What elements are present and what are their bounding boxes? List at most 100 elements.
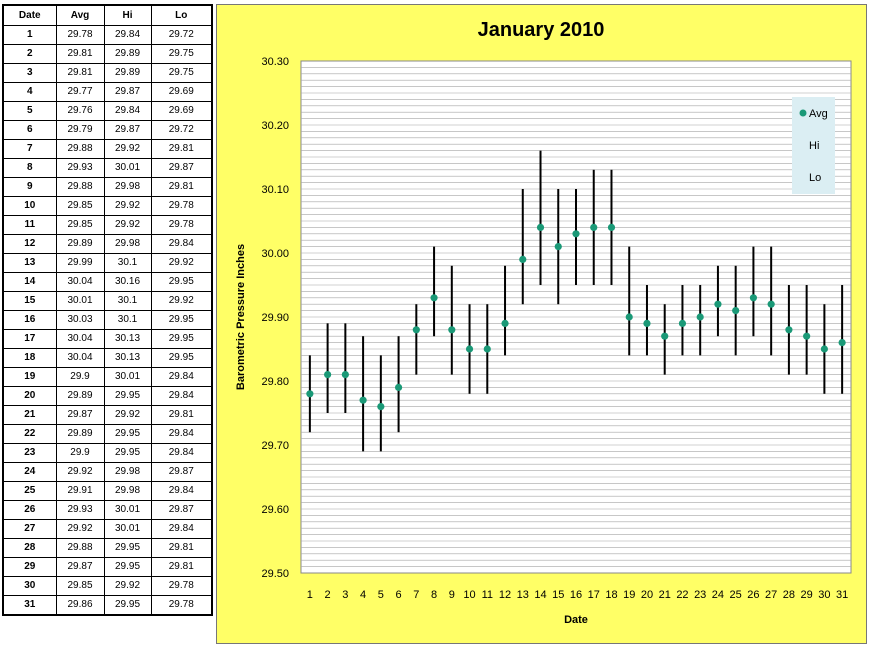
cell-avg: 29.89 (55, 386, 105, 406)
cell-avg: 29.85 (55, 215, 105, 235)
cell-hi: 29.92 (103, 139, 152, 159)
cell-date: 30 (2, 576, 57, 596)
y-axis-title: Barometric Pressure Inches (235, 244, 247, 390)
cell-lo: 29.78 (150, 215, 213, 235)
cell-hi: 29.84 (103, 25, 152, 45)
table-row: 20 29.89 29.95 29.84 (2, 386, 213, 406)
cell-date: 31 (2, 595, 57, 616)
cell-date: 11 (2, 215, 57, 235)
cell-lo: 29.78 (150, 196, 213, 216)
cell-date: 19 (2, 367, 57, 387)
x-tick-label: 23 (694, 589, 706, 601)
chart: January 2010 29.50 29.60 29.70 29.80 29.90 30… (235, 19, 852, 626)
header-avg: Avg (55, 4, 105, 26)
cell-avg: 29.92 (55, 519, 105, 539)
table-row: 22 29.89 29.95 29.84 (2, 424, 213, 444)
cell-lo: 29.95 (150, 348, 213, 368)
avg-point (483, 345, 491, 353)
table-row: 25 29.91 29.98 29.84 (2, 481, 213, 501)
cell-date: 9 (2, 177, 57, 197)
avg-point (838, 339, 846, 347)
cell-lo: 29.84 (150, 519, 213, 539)
avg-point (625, 313, 633, 321)
avg-point (430, 294, 438, 302)
avg-point (341, 371, 349, 379)
cell-date: 1 (2, 25, 57, 45)
cell-date: 4 (2, 82, 57, 102)
table-row: 16 30.03 30.1 29.95 (2, 310, 213, 330)
table-row: 21 29.87 29.92 29.81 (2, 405, 213, 425)
x-tick-label: 19 (623, 589, 635, 601)
x-tick-label: 17 (588, 589, 600, 601)
x-tick-label: 22 (676, 589, 688, 601)
x-tick-label: 8 (431, 589, 437, 601)
table-row: 13 29.99 30.1 29.92 (2, 253, 213, 273)
y-tick-label: 29.80 (261, 376, 289, 388)
table-row: 24 29.92 29.98 29.87 (2, 462, 213, 482)
legend-lo-label: Lo (809, 172, 821, 184)
x-tick-label: 4 (360, 589, 366, 601)
table-row: 17 30.04 30.13 29.95 (2, 329, 213, 349)
table-row: 2 29.81 29.89 29.75 (2, 44, 213, 64)
cell-hi: 29.95 (103, 557, 152, 577)
cell-hi: 29.92 (103, 215, 152, 235)
x-tick-label: 21 (659, 589, 671, 601)
chart-panel: January 2010 29.50 29.60 29.70 29.80 29.90 30… (216, 4, 867, 644)
table-header: Date Avg Hi Lo (2, 4, 213, 26)
x-tick-label: 26 (747, 589, 759, 601)
cell-avg: 30.04 (55, 348, 105, 368)
cell-hi: 29.92 (103, 196, 152, 216)
cell-lo: 29.78 (150, 595, 213, 616)
y-tick-label: 29.50 (261, 568, 289, 580)
y-axis-ticks: 29.50 29.60 29.70 29.80 29.90 30.00 30.10 30.20… (261, 56, 289, 580)
cell-date: 7 (2, 139, 57, 159)
avg-point (590, 223, 598, 231)
avg-point (714, 300, 722, 308)
cell-date: 2 (2, 44, 57, 64)
x-tick-label: 9 (449, 589, 455, 601)
x-tick-label: 11 (482, 589, 493, 601)
cell-date: 16 (2, 310, 57, 330)
cell-avg: 29.77 (55, 82, 105, 102)
cell-date: 29 (2, 557, 57, 577)
table-row: 23 29.9 29.95 29.84 (2, 443, 213, 463)
avg-point (643, 319, 651, 327)
avg-point (377, 403, 385, 411)
cell-hi: 30.1 (103, 291, 152, 311)
avg-point (572, 230, 580, 238)
chart-title: January 2010 (478, 19, 605, 41)
cell-avg: 29.81 (55, 63, 105, 83)
cell-hi: 30.01 (103, 519, 152, 539)
cell-date: 12 (2, 234, 57, 254)
avg-point (696, 313, 704, 321)
cell-lo: 29.69 (150, 82, 213, 102)
cell-hi: 30.01 (103, 158, 152, 178)
table-row: 11 29.85 29.92 29.78 (2, 215, 213, 235)
cell-hi: 30.16 (103, 272, 152, 292)
table-row: 18 30.04 30.13 29.95 (2, 348, 213, 368)
x-tick-label: 14 (534, 589, 546, 601)
table-row: 5 29.76 29.84 29.69 (2, 101, 213, 121)
legend-box (792, 97, 835, 194)
cell-date: 21 (2, 405, 57, 425)
table-row: 30 29.85 29.92 29.78 (2, 576, 213, 596)
table-row: 15 30.01 30.1 29.92 (2, 291, 213, 311)
cell-avg: 29.91 (55, 481, 105, 501)
cell-lo: 29.75 (150, 63, 213, 83)
cell-lo: 29.81 (150, 557, 213, 577)
cell-lo: 29.92 (150, 291, 213, 311)
y-tick-label: 30.10 (261, 184, 289, 196)
cell-lo: 29.92 (150, 253, 213, 273)
cell-avg: 29.87 (55, 405, 105, 425)
cell-hi: 29.87 (103, 120, 152, 140)
table-row: 14 30.04 30.16 29.95 (2, 272, 213, 292)
legend-hi-label: Hi (809, 140, 819, 152)
y-tick-label: 30.20 (261, 120, 289, 132)
x-tick-label: 5 (378, 589, 384, 601)
avg-point (306, 390, 314, 398)
table-row: 26 29.93 30.01 29.87 (2, 500, 213, 520)
cell-avg: 29.93 (55, 500, 105, 520)
cell-lo: 29.81 (150, 139, 213, 159)
cell-avg: 29.88 (55, 538, 105, 558)
cell-hi: 29.95 (103, 538, 152, 558)
